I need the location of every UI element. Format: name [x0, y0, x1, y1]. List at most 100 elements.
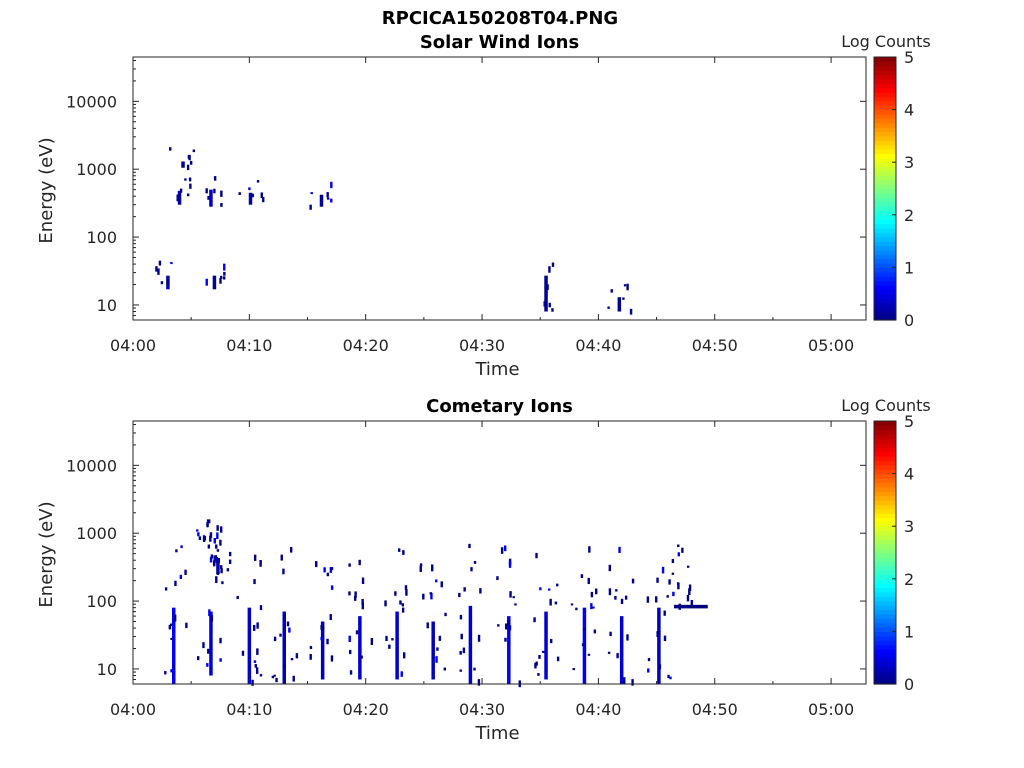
colorbar-segment — [874, 473, 896, 479]
heatmap-cell — [398, 548, 401, 552]
heatmap-cell — [508, 625, 512, 631]
colorbar-segment — [874, 131, 896, 137]
x-tick-label: 04:30 — [459, 336, 505, 355]
heatmap-cell — [241, 650, 245, 656]
heatmap-cell — [213, 176, 217, 181]
colorbar-segment — [874, 442, 896, 448]
heatmap-cell — [223, 263, 226, 271]
heatmap-cell — [549, 598, 552, 606]
y-tick-label: 100 — [86, 228, 117, 247]
colorbar-tick-label: 4 — [904, 101, 914, 120]
heatmap-cell — [537, 673, 540, 676]
heatmap-cell — [188, 177, 192, 182]
colorbar-segment — [874, 565, 896, 571]
heatmap-cell — [401, 607, 405, 613]
heatmap-cell — [282, 568, 285, 575]
colorbar-segment — [874, 113, 896, 119]
colorbar-segment — [874, 591, 896, 597]
colorbar-segment — [874, 105, 896, 111]
heatmap-cell — [548, 266, 551, 273]
x-tick-label: 04:10 — [226, 336, 272, 355]
heatmap-cell — [422, 593, 425, 600]
colorbar-segment — [874, 657, 896, 663]
heatmap-cell — [608, 564, 612, 572]
heatmap-cell — [678, 603, 681, 610]
heatmap-cell — [273, 674, 276, 677]
colorbar-segment — [874, 302, 896, 308]
heatmap-cell — [171, 607, 176, 684]
heatmap-cell — [289, 547, 293, 553]
heatmap-cell — [672, 591, 675, 597]
heatmap-cell — [429, 592, 432, 595]
colorbar-segment — [874, 175, 896, 181]
heatmap-cell — [581, 643, 585, 647]
heatmap-cell — [209, 189, 213, 207]
heatmap-cell — [615, 589, 618, 592]
heatmap-cell — [215, 544, 218, 549]
heatmap-cell — [179, 188, 183, 193]
heatmap-cell — [554, 601, 558, 605]
heatmap-cell — [435, 656, 438, 663]
colorbar-segment — [874, 87, 896, 93]
heatmap-cell — [667, 674, 670, 679]
colorbar-frame — [873, 420, 897, 685]
colorbar-frame — [873, 56, 897, 321]
heatmap-cell — [292, 675, 295, 682]
heatmap-cell — [253, 660, 257, 663]
colorbar-segment — [874, 118, 896, 124]
heatmap-cell — [631, 679, 634, 686]
x-tick-label: 04:30 — [459, 700, 505, 719]
heatmap-cell — [669, 676, 672, 680]
heatmap-cell — [181, 161, 185, 168]
colorbar-tick-label: 3 — [904, 517, 914, 536]
colorbar-segment — [874, 267, 896, 273]
colorbar-segment — [874, 561, 896, 567]
heatmap-cell — [496, 576, 499, 581]
heatmap-cell — [262, 197, 265, 203]
heatmap-cell — [210, 554, 214, 559]
heatmap-cell — [607, 651, 611, 654]
heatmap-cell — [402, 550, 405, 555]
heatmap-cell — [547, 588, 551, 591]
x-tick-label: 04:50 — [692, 336, 738, 355]
heatmap-cell — [656, 631, 659, 637]
colorbar-segment — [874, 556, 896, 562]
colorbar-segment — [874, 679, 896, 685]
heatmap-cell — [256, 622, 259, 629]
heatmap-cell — [646, 596, 650, 603]
colorbar-segment — [874, 144, 896, 150]
colorbar-segment — [874, 460, 896, 466]
heatmap-cell — [330, 567, 334, 571]
heatmap-cell — [671, 559, 675, 564]
heatmap-cell — [674, 604, 708, 609]
y-tick-label: 100 — [86, 592, 117, 611]
heatmap-cell — [460, 633, 463, 640]
heatmap-cell — [388, 644, 391, 649]
heatmap-cell — [503, 545, 507, 552]
heatmap-cell — [321, 625, 325, 630]
colorbar-segment — [874, 315, 896, 321]
colorbar-segment — [874, 289, 896, 295]
heatmap-cell — [196, 529, 199, 532]
y-axis-label: Energy (eV) — [36, 137, 57, 243]
heatmap-cell — [213, 188, 216, 194]
heatmap-cell — [184, 178, 187, 181]
heatmap-cell — [361, 602, 364, 610]
heatmap-cell — [544, 275, 548, 312]
heatmap-cell — [358, 616, 362, 680]
heatmap-cell — [463, 587, 466, 592]
colorbar-segment — [874, 508, 896, 514]
heatmap-cell — [197, 532, 200, 537]
heatmap-cell — [671, 572, 675, 575]
heatmap-cells — [155, 147, 633, 315]
colorbar-segment — [874, 254, 896, 260]
x-tick-label: 04:50 — [692, 700, 738, 719]
heatmap-cell — [176, 194, 179, 202]
colorbar-segment — [874, 464, 896, 470]
heatmap-cell — [533, 617, 536, 623]
heatmap-cell — [681, 547, 684, 553]
x-tick-label: 04:20 — [343, 336, 389, 355]
heatmap-cell — [202, 642, 205, 649]
heatmap-cell — [590, 591, 594, 598]
heatmap-cell — [185, 622, 188, 629]
